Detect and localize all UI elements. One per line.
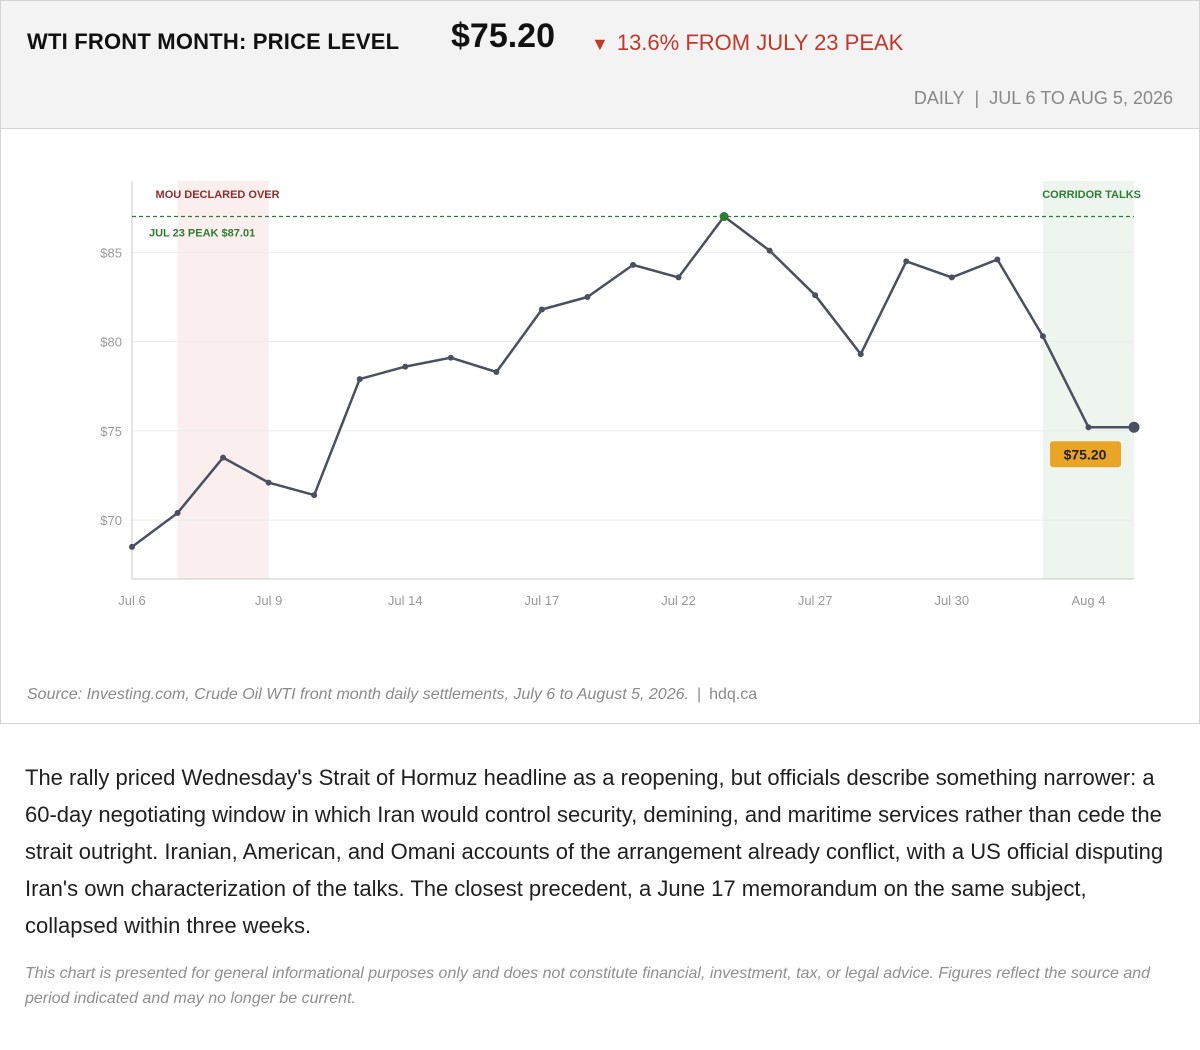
data-point <box>311 492 318 499</box>
data-point <box>402 363 409 370</box>
last-value-badge <box>1050 441 1121 468</box>
mou-band-label: MOU DECLARED OVER <box>156 189 280 201</box>
data-point <box>356 376 363 383</box>
y-tick-label: $80 <box>100 335 122 350</box>
data-point <box>265 479 272 486</box>
peak-point <box>719 212 729 222</box>
x-tick-label: Jul 22 <box>661 593 696 608</box>
y-tick-label: $85 <box>100 245 122 260</box>
x-tick-label: Jul 14 <box>388 593 423 608</box>
data-point <box>675 274 682 281</box>
y-tick-label: $70 <box>100 513 122 528</box>
last-point <box>1128 421 1140 433</box>
peak-label: JUL 23 PEAK $87.01 <box>149 228 255 240</box>
x-tick-label: Jul 9 <box>255 593 282 608</box>
period-label: JUL 6 TO AUG 5, 2026 <box>989 88 1173 108</box>
x-tick-label: Jul 30 <box>934 593 969 608</box>
subtitle-separator: | <box>974 88 980 108</box>
price-change-text: 13.6% FROM JULY 23 PEAK <box>616 30 904 55</box>
x-tick-label: Jul 17 <box>525 593 560 608</box>
y-tick-label: $75 <box>100 424 122 439</box>
data-point <box>857 351 864 358</box>
chart-card: WTI FRONT MONTH: PRICE LEVEL $75.20 ▼ 13.… <box>0 0 1200 724</box>
source-site: hdq.ca <box>709 686 758 703</box>
current-price: $75.20 <box>451 17 555 55</box>
article-paragraph: The rally priced Wednesday's Strait of H… <box>25 765 1164 938</box>
data-point <box>994 256 1001 263</box>
chart-title: WTI FRONT MONTH: PRICE LEVEL <box>27 29 400 54</box>
chart-header: WTI FRONT MONTH: PRICE LEVEL $75.20 ▼ 13.… <box>1 1 1199 129</box>
data-point <box>1039 333 1046 340</box>
down-arrow-icon: ▼ <box>591 34 609 54</box>
disclaimer: This chart is presented for general info… <box>25 965 1151 1007</box>
data-point <box>1085 424 1092 431</box>
last-value-label: $75.20 <box>1064 446 1107 462</box>
source-text: Source: Investing.com, Crude Oil WTI fro… <box>27 686 689 703</box>
data-point <box>538 306 545 313</box>
x-tick-label: Jul 6 <box>118 593 145 608</box>
data-point <box>447 354 454 361</box>
data-point <box>903 258 910 265</box>
data-point <box>220 454 227 461</box>
source-separator: | <box>696 686 702 703</box>
chart-subtitle: DAILY | JUL 6 TO AUG 5, 2026 <box>914 88 1173 109</box>
corridor-band <box>1042 181 1134 579</box>
mou-band <box>177 181 269 579</box>
corridor-band-label: CORRIDOR TALKS <box>1042 189 1141 201</box>
data-point <box>766 247 773 254</box>
price-change: ▼ 13.6% FROM JULY 23 PEAK <box>591 30 903 56</box>
data-point <box>812 292 819 299</box>
data-point <box>584 294 591 301</box>
data-point <box>630 261 636 268</box>
source-note: Source: Investing.com, Crude Oil WTI fro… <box>27 686 757 704</box>
data-point <box>493 368 500 375</box>
price-chart: $70 $75 $80 $85 Jul 6 Jul 9 Jul 14 Jul 17 Jul 22… <box>100 181 1141 608</box>
frequency-label: DAILY <box>913 88 965 108</box>
data-point <box>174 509 181 516</box>
data-point <box>948 274 955 281</box>
x-tick-label: Aug 4 <box>1071 593 1105 608</box>
x-tick-label: Jul 27 <box>798 593 833 608</box>
data-point <box>129 543 135 550</box>
